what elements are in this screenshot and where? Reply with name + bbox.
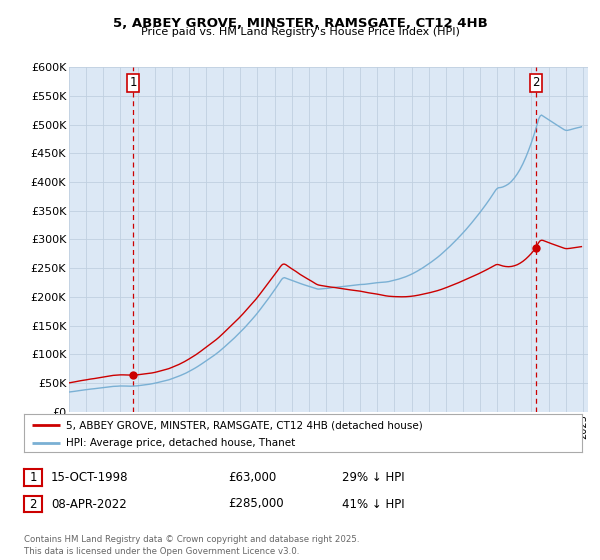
Text: 08-APR-2022: 08-APR-2022: [51, 497, 127, 511]
Text: £63,000: £63,000: [228, 470, 276, 484]
Text: 29% ↓ HPI: 29% ↓ HPI: [342, 470, 404, 484]
Text: 2: 2: [29, 497, 37, 511]
Text: HPI: Average price, detached house, Thanet: HPI: Average price, detached house, Than…: [66, 438, 295, 448]
Text: Contains HM Land Registry data © Crown copyright and database right 2025.
This d: Contains HM Land Registry data © Crown c…: [24, 535, 359, 556]
Text: Price paid vs. HM Land Registry's House Price Index (HPI): Price paid vs. HM Land Registry's House …: [140, 27, 460, 37]
Text: 5, ABBEY GROVE, MINSTER, RAMSGATE, CT12 4HB (detached house): 5, ABBEY GROVE, MINSTER, RAMSGATE, CT12 …: [66, 420, 422, 430]
Text: 5, ABBEY GROVE, MINSTER, RAMSGATE, CT12 4HB: 5, ABBEY GROVE, MINSTER, RAMSGATE, CT12 …: [113, 17, 487, 30]
Text: 1: 1: [130, 76, 137, 89]
Text: 1: 1: [29, 470, 37, 484]
Text: £285,000: £285,000: [228, 497, 284, 511]
Text: 2: 2: [532, 76, 539, 89]
Text: 15-OCT-1998: 15-OCT-1998: [51, 470, 128, 484]
Text: 41% ↓ HPI: 41% ↓ HPI: [342, 497, 404, 511]
